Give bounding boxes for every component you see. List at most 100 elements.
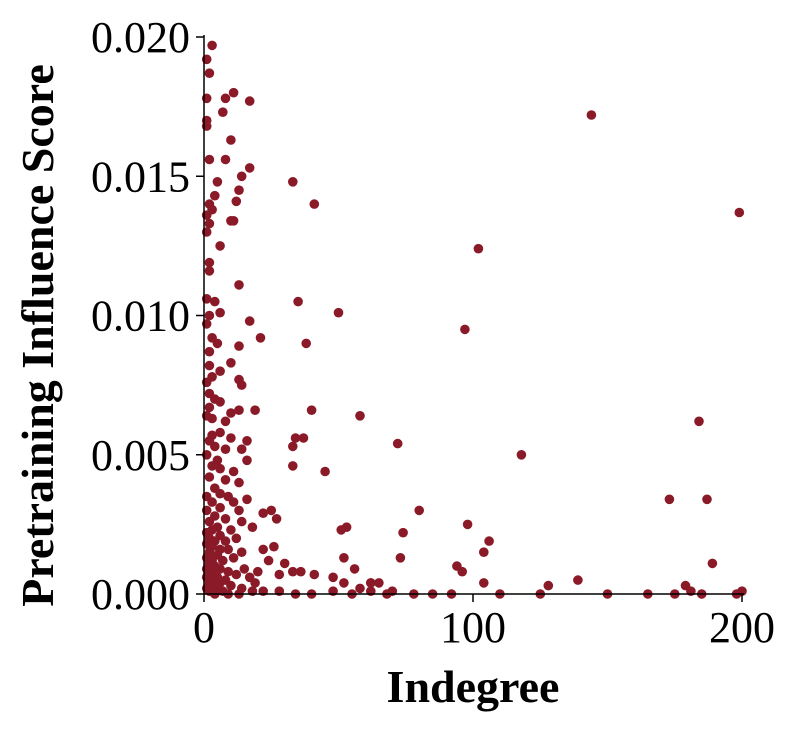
data-point (215, 463, 225, 474)
data-point (234, 505, 244, 516)
y-tick-label: 0.020 (91, 13, 190, 62)
x-ticks: 0 100 200 (193, 594, 775, 652)
data-point (269, 541, 279, 552)
data-point (226, 525, 236, 535)
data-point (288, 461, 298, 471)
data-point (392, 438, 403, 449)
data-point (366, 578, 376, 588)
data-point (271, 514, 282, 524)
data-point (223, 566, 233, 577)
data-point (215, 366, 225, 377)
data-point (702, 494, 712, 505)
data-point (355, 583, 365, 594)
data-point (664, 494, 675, 505)
data-point (207, 497, 217, 507)
data-point (204, 266, 215, 276)
data-point (296, 566, 306, 577)
data-point (220, 475, 231, 485)
data-point (215, 427, 225, 438)
x-axis-title: Indegree (387, 661, 560, 712)
data-point (204, 154, 215, 165)
data-point (228, 87, 239, 98)
data-point (244, 163, 255, 173)
data-point (293, 296, 303, 307)
data-point (204, 472, 215, 482)
points-layer (201, 40, 747, 599)
data-point (218, 555, 228, 566)
data-point (212, 177, 223, 187)
data-point (228, 553, 239, 563)
data-point (543, 580, 554, 591)
data-point (234, 280, 244, 290)
y-tick-label: 0.005 (91, 431, 190, 480)
y-axis-title: Pretraining Influence Score (12, 64, 63, 607)
data-point (204, 68, 215, 78)
data-point (573, 575, 583, 585)
data-point (255, 333, 266, 343)
data-point (228, 497, 239, 507)
data-point (223, 544, 233, 555)
data-point (586, 110, 597, 120)
data-point (215, 564, 225, 574)
data-point (339, 578, 349, 588)
data-point (290, 433, 301, 443)
data-point (215, 488, 225, 499)
data-point (242, 436, 252, 446)
data-point (215, 502, 225, 513)
data-point (414, 505, 425, 516)
data-point (398, 527, 408, 538)
data-point (226, 433, 236, 443)
data-point (263, 555, 274, 566)
data-point (349, 564, 360, 574)
data-point (266, 505, 277, 516)
data-point (220, 444, 231, 455)
data-point (234, 341, 244, 351)
data-point (204, 360, 215, 371)
data-point (247, 522, 258, 532)
data-point (210, 441, 220, 452)
data-point (306, 405, 317, 416)
data-point (220, 536, 231, 546)
data-point (220, 514, 231, 524)
data-point (258, 508, 269, 518)
y-tick-label: 0.000 (91, 570, 190, 619)
data-point (258, 544, 269, 555)
data-point (694, 416, 704, 427)
data-point (374, 578, 384, 588)
data-point (734, 207, 745, 218)
data-point (462, 519, 473, 530)
data-point (457, 566, 468, 577)
data-point (309, 199, 320, 209)
data-point (204, 346, 215, 357)
data-point (207, 40, 217, 51)
data-point (484, 536, 494, 546)
data-point (218, 107, 228, 117)
data-point (395, 553, 406, 563)
data-point (220, 416, 231, 427)
data-point (244, 96, 255, 106)
data-point (231, 569, 242, 580)
data-point (239, 564, 250, 574)
data-point (215, 397, 225, 407)
data-point (242, 494, 252, 505)
data-point (242, 455, 252, 466)
data-point (204, 310, 215, 321)
y-tick-label: 0.010 (91, 292, 190, 341)
data-point (220, 93, 231, 104)
data-point (250, 405, 260, 416)
data-point (234, 405, 244, 416)
data-point (234, 185, 244, 195)
data-point (516, 450, 527, 460)
data-point (226, 408, 236, 418)
data-point (228, 466, 239, 477)
data-point (236, 171, 247, 182)
data-point (204, 516, 215, 527)
data-point (215, 307, 225, 318)
data-point (328, 572, 338, 583)
data-point (460, 324, 470, 335)
data-point (479, 578, 489, 588)
data-point (288, 177, 298, 187)
data-point (204, 257, 215, 268)
data-point (298, 433, 309, 443)
x-tick-label: 200 (709, 603, 775, 652)
